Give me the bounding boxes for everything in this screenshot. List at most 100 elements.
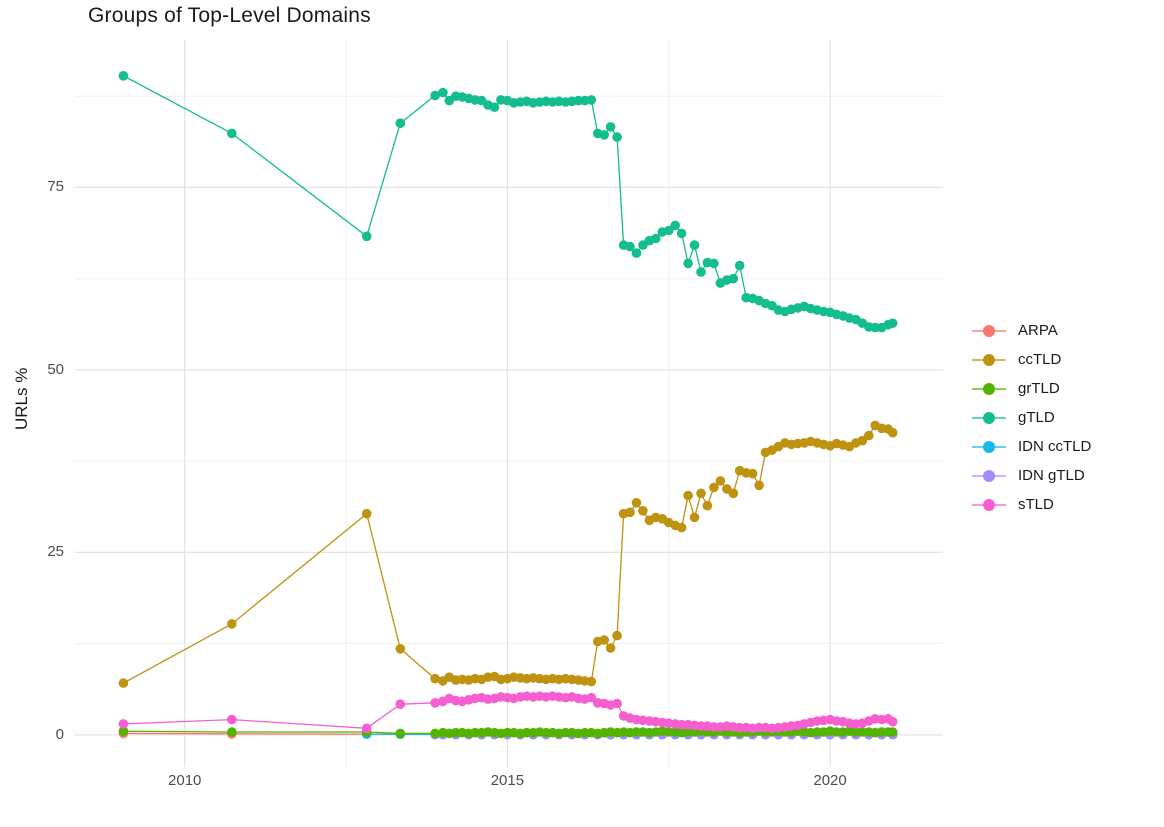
data-point [676,228,687,239]
series-grTLD [118,726,898,739]
data-point [702,500,713,511]
data-point [430,728,440,739]
data-point [734,260,745,271]
data-point [887,727,898,737]
data-point [689,240,700,250]
legend-label: ARPA [1018,322,1058,339]
data-point [887,427,898,438]
data-point [887,716,898,727]
data-point [696,488,706,499]
data-point [689,512,700,523]
data-point [395,118,406,128]
legend-label: gTLD [1018,409,1055,426]
data-point [754,480,764,491]
series-sTLD [118,691,898,734]
legend-label: grTLD [1018,380,1060,397]
data-point [395,728,406,739]
legend-item-grTLD: grTLD [972,374,1091,403]
legend-dot-icon [983,411,995,424]
minor-gridlines [75,40,943,767]
legend-label: IDN ccTLD [1018,438,1092,455]
y-tick-label: 0 [55,725,64,743]
data-point [728,488,739,499]
legend-key-icon [972,439,1006,455]
data-point [586,676,597,687]
legend-label: ccTLD [1018,351,1062,368]
legend-item-gTLD: gTLD [972,403,1091,432]
data-point [227,619,237,629]
data-point [430,90,440,101]
x-tick-label: 2020 [813,772,847,789]
data-point [118,71,129,81]
data-point [361,723,372,734]
data-point [696,267,706,277]
data-point [683,258,693,269]
data-point [586,692,597,703]
data-point [612,698,622,709]
data-point [361,231,372,242]
y-tick-label: 25 [47,543,64,561]
x-tick-label: 2010 [168,772,202,789]
data-point [857,435,868,446]
y-tick-label: 50 [47,360,64,378]
data-point [625,241,635,252]
legend-dot-icon [983,469,995,482]
x-tick-label: 2015 [490,772,525,789]
chart-title: Groups of Top-Level Domains [88,4,371,27]
data-point [651,233,661,244]
data-point [625,507,635,518]
legend-key-icon [972,468,1006,484]
series-line [123,424,894,684]
data-point [599,130,609,140]
legend-item-IDN-gTLD: IDN gTLD [972,461,1091,490]
y-tick-label: 75 [47,178,64,196]
data-point [631,248,642,258]
data-point [715,476,726,486]
data-point [227,128,237,139]
data-point [631,498,642,508]
data-point [638,506,648,516]
data-point [709,482,719,493]
data-point [438,87,448,98]
legend-item-sTLD: sTLD [972,490,1091,519]
legend-item-ARPA: ARPA [972,316,1091,345]
data-point [227,714,237,725]
legend-key-icon [972,497,1006,513]
data-point [395,699,406,709]
data-point [728,273,739,284]
data-point [676,522,687,533]
data-point [489,102,500,112]
data-point [670,220,680,231]
legend-key-icon [972,381,1006,397]
data-point [605,643,616,653]
data-point [864,430,874,441]
legend-label: IDN gTLD [1018,467,1085,484]
data-point [118,678,129,688]
data-point [118,719,129,729]
legend: ARPA ccTLD grTLD gTLD IDN ccTLD IDN gTLD sTLD [972,316,1091,519]
series-line [123,75,893,329]
data-point [599,635,609,645]
data-point [395,644,406,654]
legend-dot-icon [983,440,995,453]
legend-dot-icon [983,324,995,337]
data-point [612,630,622,641]
data-point [361,508,372,519]
data-point [430,698,440,708]
data-point [118,726,129,736]
legend-item-ccTLD: ccTLD [972,345,1091,374]
data-point [227,727,237,737]
data-point [709,258,719,269]
legend-dot-icon [983,498,995,511]
legend-key-icon [972,352,1006,368]
data-point [612,132,622,142]
legend-key-icon [972,410,1006,426]
legend-dot-icon [983,353,995,366]
data-point [430,673,440,684]
legend-label: sTLD [1018,496,1054,513]
legend-key-icon [972,323,1006,339]
data-point [747,468,758,479]
legend-dot-icon [983,382,995,395]
data-point [605,122,616,132]
